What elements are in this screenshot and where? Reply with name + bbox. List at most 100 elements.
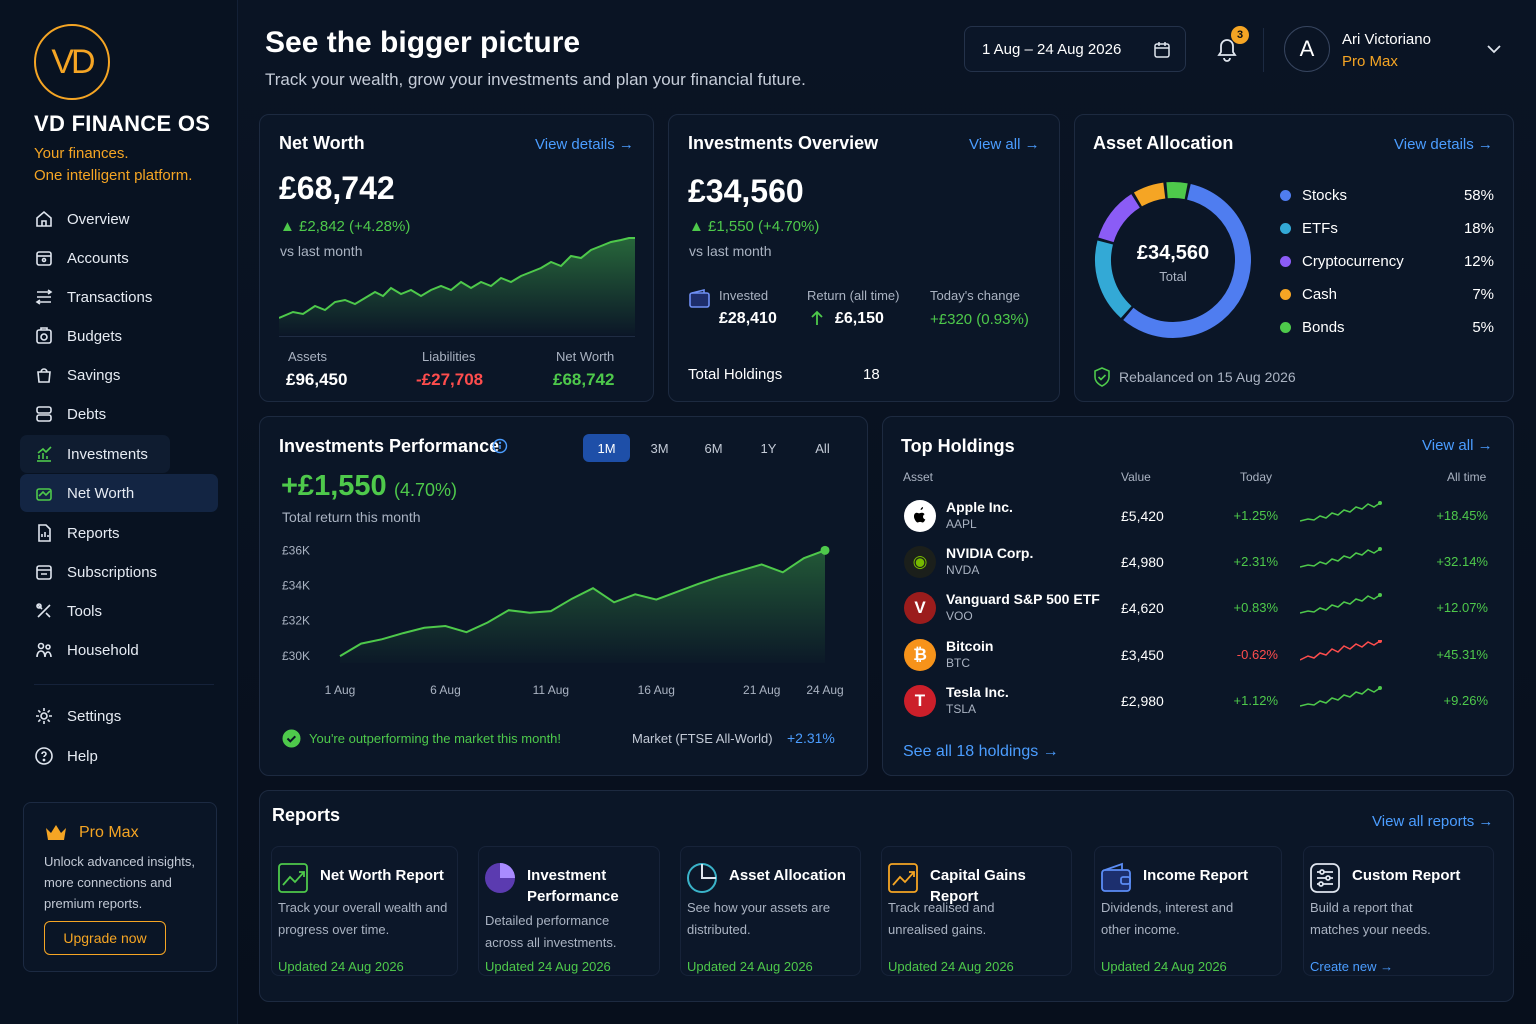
holding-row[interactable]: ◉ NVIDIA Corp. NVDA £4,980 +2.31% +32.14…: [902, 539, 1498, 585]
holding-row[interactable]: T Tesla Inc. TSLA £2,980 +1.12% +9.26%: [902, 678, 1498, 724]
allocation-view-details-link[interactable]: View details →: [1394, 136, 1493, 153]
holding-row[interactable]: ₿ Bitcoin BTC £3,450 -0.62% +45.31%: [902, 632, 1498, 678]
net-worth-area: [279, 238, 635, 336]
nav-item-accounts[interactable]: Accounts: [20, 239, 218, 277]
nav-item-tools[interactable]: Tools: [20, 592, 218, 630]
performance-end-point[interactable]: [820, 545, 830, 555]
x-tick-label: 6 Aug: [430, 683, 461, 697]
donut-slice-etfs: [1095, 240, 1132, 319]
info-icon[interactable]: [492, 438, 508, 459]
donut-slice-cryptocurrency: [1098, 194, 1141, 243]
nav-item-overview[interactable]: Overview: [20, 200, 218, 238]
header-divider: [1263, 28, 1264, 72]
nav-item-investments[interactable]: Investments: [20, 435, 170, 473]
allocation-total-label: Total: [1159, 269, 1187, 284]
donut-slice-bonds: [1166, 182, 1188, 200]
crown-icon: [44, 823, 68, 848]
return-label: Return (all time): [807, 288, 900, 303]
promo-description: Unlock advanced insights, more connectio…: [44, 854, 196, 911]
report-desc: Track your overall wealth and progress o…: [278, 900, 448, 937]
report-title: Investment Performance: [527, 867, 619, 905]
bell-icon[interactable]: [1212, 34, 1242, 64]
timeframe-1m[interactable]: 1M: [583, 434, 630, 462]
chevron-down-icon[interactable]: [1486, 42, 1502, 61]
nav-item-help[interactable]: Help: [20, 737, 218, 775]
sliders-icon: [1308, 861, 1342, 895]
net-worth-view-details-link[interactable]: View details →: [535, 136, 634, 153]
nav-item-household[interactable]: Household: [20, 631, 218, 669]
user-plan: Pro Max: [1342, 53, 1398, 70]
x-tick-label: 24 Aug: [806, 683, 843, 697]
page-subtitle: Track your wealth, grow your investments…: [265, 70, 806, 89]
top-holdings-title: Top Holdings: [901, 436, 1015, 456]
wallet-icon: [689, 288, 711, 314]
legend-label: Cash: [1302, 285, 1338, 303]
report-title: Asset Allocation: [729, 867, 846, 884]
nav-item-transactions[interactable]: Transactions: [20, 278, 218, 316]
report-investment-performance[interactable]: Investment Performance Detailed performa…: [478, 846, 660, 976]
nav-label: Investments: [67, 445, 148, 463]
x-tick-label: 11 Aug: [533, 683, 569, 697]
holding-row[interactable]: Apple Inc. AAPL £5,420 +1.25% +18.45%: [902, 493, 1498, 539]
notification-badge: 3: [1231, 26, 1249, 44]
report-updated: Updated 24 Aug 2026: [485, 959, 611, 974]
y-tick-label: £30K: [282, 649, 310, 663]
investments-view-all-link[interactable]: View all →: [969, 136, 1040, 153]
report-asset-allocation[interactable]: Asset Allocation See how your assets are…: [680, 846, 861, 976]
investments-title: Investments Overview: [688, 133, 879, 153]
avatar[interactable]: A: [1284, 26, 1330, 72]
holding-value: £4,620: [1121, 600, 1164, 616]
holdings-view-all-link[interactable]: View all →: [1422, 437, 1493, 454]
allocation-donut: [1095, 182, 1251, 338]
home-icon: [34, 209, 54, 229]
legend-pct: 5%: [1472, 318, 1494, 336]
reports-icon: [34, 523, 54, 543]
timeframe-3m[interactable]: 3M: [650, 440, 669, 456]
report-custom[interactable]: Custom Report Build a report that matche…: [1303, 846, 1494, 976]
report-desc: See how your assets are distributed.: [687, 900, 831, 937]
report-updated: Updated 24 Aug 2026: [687, 959, 813, 974]
create-new-report-link[interactable]: Create new →: [1310, 959, 1394, 974]
nav-label: Subscriptions: [67, 563, 158, 581]
asset-allocation-card: [1074, 114, 1514, 402]
legend-item-stocks: Stocks 58%: [1280, 185, 1494, 205]
holding-today: +1.25%: [1233, 508, 1278, 523]
nav-item-net-worth[interactable]: Net Worth: [20, 474, 218, 512]
todays-change-value: +£320 (0.93%): [930, 311, 1029, 328]
upgrade-now-button[interactable]: Upgrade now: [44, 921, 166, 955]
savings-icon: [34, 365, 54, 385]
report-income[interactable]: Income Report Dividends, interest and ot…: [1094, 846, 1282, 976]
nav-item-debts[interactable]: Debts: [20, 395, 218, 433]
wallet-icon: [34, 248, 54, 268]
nav-item-settings[interactable]: Settings: [20, 697, 218, 735]
investments-value: £34,560: [688, 173, 804, 209]
see-all-holdings-link[interactable]: See all 18 holdings →: [903, 743, 1059, 760]
report-capital-gains[interactable]: Capital Gains Report Track realised and …: [881, 846, 1072, 976]
brand-logo[interactable]: VD: [34, 24, 110, 100]
legend-label: ETFs: [1302, 219, 1338, 237]
nav-item-subscriptions[interactable]: Subscriptions: [20, 553, 218, 591]
performance-chart: £36K £34K £32K £30K 1 Aug 6 Aug 11 Aug 16 Aug 21…: [282, 543, 844, 697]
holding-ticker: TSLA: [946, 702, 977, 716]
holding-row[interactable]: V Vanguard S&P 500 ETF VOO £4,620 +0.83%…: [902, 585, 1498, 631]
nav-item-reports[interactable]: Reports: [20, 514, 218, 552]
report-net-worth[interactable]: Net Worth Report Track your overall weal…: [271, 846, 458, 976]
nav-item-budgets[interactable]: Budgets: [20, 317, 218, 355]
timeframe-all[interactable]: All: [815, 440, 830, 456]
view-all-reports-link[interactable]: View all reports →: [1372, 813, 1494, 830]
holding-all-time: +45.31%: [1436, 647, 1488, 662]
date-range-picker[interactable]: 1 Aug – 24 Aug 2026: [964, 26, 1186, 72]
pie-chart-icon: [483, 861, 517, 895]
nav-label: Debts: [67, 405, 107, 423]
timeframe-1y[interactable]: 1Y: [760, 440, 777, 456]
nav-label: Net Worth: [67, 484, 135, 502]
holding-logo: [904, 500, 936, 532]
subscriptions-icon: [34, 562, 54, 582]
x-tick-label: 21 Aug: [743, 683, 780, 697]
nav-item-savings[interactable]: Savings: [20, 356, 218, 394]
timeframe-6m[interactable]: 6M: [704, 440, 723, 456]
brand-tagline-2: One intelligent platform.: [34, 167, 193, 184]
report-desc: Dividends, interest and other income.: [1101, 900, 1234, 937]
net-worth-sum-label: Net Worth: [556, 349, 615, 364]
